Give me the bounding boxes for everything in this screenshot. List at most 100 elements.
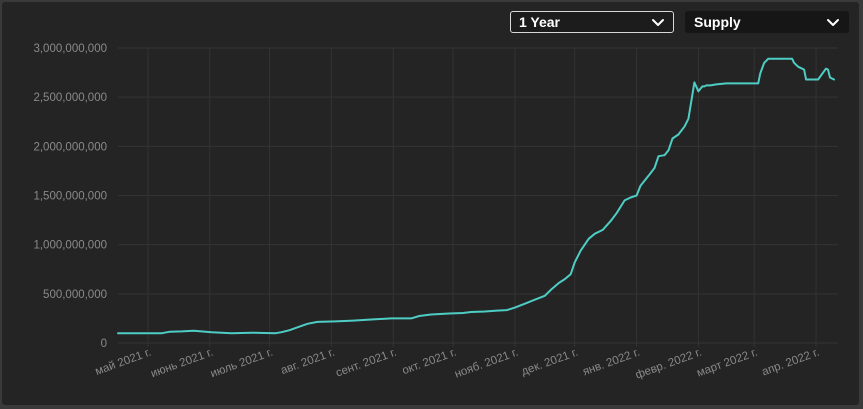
supply-data-point [805, 79, 807, 81]
supply-data-point [745, 82, 747, 84]
supply-data-point [797, 66, 799, 68]
supply-data-point [448, 313, 450, 315]
supply-data-point [594, 233, 596, 235]
time-range-label: 1 Year [519, 14, 561, 30]
supply-data-point [275, 332, 277, 334]
x-tick-label: июнь 2021 г. [149, 347, 215, 381]
supply-data-point [697, 90, 699, 92]
chevron-down-icon [651, 15, 665, 29]
x-tick-label: янв. 2022 г. [581, 347, 641, 379]
x-tick-label: нояб. 2021 г. [453, 347, 520, 381]
supply-data-point [658, 155, 660, 157]
supply-data-point [496, 310, 498, 312]
y-tick-label: 3,000,000,000 [33, 43, 107, 55]
x-tick-label: апр. 2022 г. [760, 347, 821, 379]
supply-data-point [793, 62, 795, 64]
supply-data-point [827, 69, 829, 71]
supply-data-point [316, 321, 318, 323]
y-tick-label: 0 [101, 338, 107, 350]
supply-data-point [687, 118, 689, 120]
supply-data-point [558, 282, 560, 284]
supply-data-point [705, 84, 707, 86]
x-tick-label: дек. 2021 г. [520, 347, 580, 379]
supply-data-point [630, 197, 632, 199]
supply-data-point [811, 79, 813, 81]
x-tick-label: авг. 2021 г. [279, 347, 336, 378]
supply-data-point [169, 331, 171, 333]
supply-data-point [616, 212, 618, 214]
supply-data-point [289, 329, 291, 331]
supply-data-point [352, 320, 354, 322]
supply-data-point [683, 126, 685, 128]
x-tick-label: сент. 2021 г. [334, 347, 398, 380]
supply-data-point [307, 323, 309, 325]
y-tick-label: 1,000,000,000 [33, 240, 107, 252]
metric-label: Supply [694, 14, 741, 30]
supply-data-point [668, 149, 670, 151]
supply-data-point [580, 250, 582, 252]
supply-data-point [763, 62, 765, 64]
supply-data-point [672, 138, 674, 140]
supply-data-point [251, 332, 253, 334]
x-tick-label: июль 2021 г. [209, 347, 275, 381]
supply-data-point [735, 82, 737, 84]
supply-data-point [677, 134, 679, 136]
x-tick-label: март 2022 г. [695, 347, 759, 380]
supply-data-point [781, 58, 783, 60]
supply-data-point [544, 295, 546, 297]
supply-data-point [707, 84, 709, 86]
supply-data-point [418, 315, 420, 317]
supply-data-point [636, 195, 638, 197]
supply-data-point [117, 332, 119, 334]
supply-data-point [693, 81, 695, 83]
x-tick-label: май 2021 г. [94, 347, 153, 378]
supply-data-point [648, 175, 650, 177]
supply-data-point [470, 311, 472, 313]
supply-data-point [390, 317, 392, 319]
y-tick-label: 2,500,000,000 [33, 92, 107, 104]
metric-dropdown[interactable]: Supply [685, 11, 849, 33]
supply-data-point [624, 199, 626, 201]
supply-data-point [430, 314, 432, 316]
supply-data-point [297, 326, 299, 328]
y-tick-label: 2,000,000,000 [33, 141, 107, 153]
supply-data-point [588, 238, 590, 240]
supply-data-point [211, 331, 213, 333]
supply-data-point [161, 332, 163, 334]
supply-series-line [117, 57, 835, 335]
supply-data-point [564, 278, 566, 280]
supply-data-point [550, 289, 552, 291]
supply-data-point [640, 185, 642, 187]
supply-data-point [757, 82, 759, 84]
supply-data-point [524, 303, 526, 305]
supply-data-point [759, 73, 761, 75]
supply-data-point [767, 58, 769, 60]
supply-data-point [703, 85, 705, 87]
supply-data-point [372, 318, 374, 320]
supply-data-point [725, 82, 727, 84]
supply-data-point [334, 320, 336, 322]
supply-data-point [701, 85, 703, 87]
supply-data-point [791, 58, 793, 60]
supply-data-point [514, 307, 516, 309]
supply-data-point [803, 69, 805, 71]
supply-data-point [602, 229, 604, 231]
y-tick-label: 500,000,000 [43, 289, 107, 301]
supply-data-point [817, 79, 819, 81]
time-range-dropdown[interactable]: 1 Year [510, 11, 674, 33]
chevron-down-icon [826, 15, 840, 29]
supply-data-point [829, 77, 831, 79]
supply-data-point [610, 220, 612, 222]
supply-data-point [281, 331, 283, 333]
supply-data-point [833, 79, 835, 81]
supply-data-point [715, 83, 717, 85]
supply-data-point [231, 332, 233, 334]
supply-data-point [654, 167, 656, 169]
x-tick-label: февр. 2022 г. [634, 347, 703, 382]
supply-data-point [534, 299, 536, 301]
supply-data-point [506, 309, 508, 311]
y-tick-label: 1,500,000,000 [33, 191, 107, 203]
supply-data-point [484, 311, 486, 313]
chart-panel [2, 2, 859, 405]
